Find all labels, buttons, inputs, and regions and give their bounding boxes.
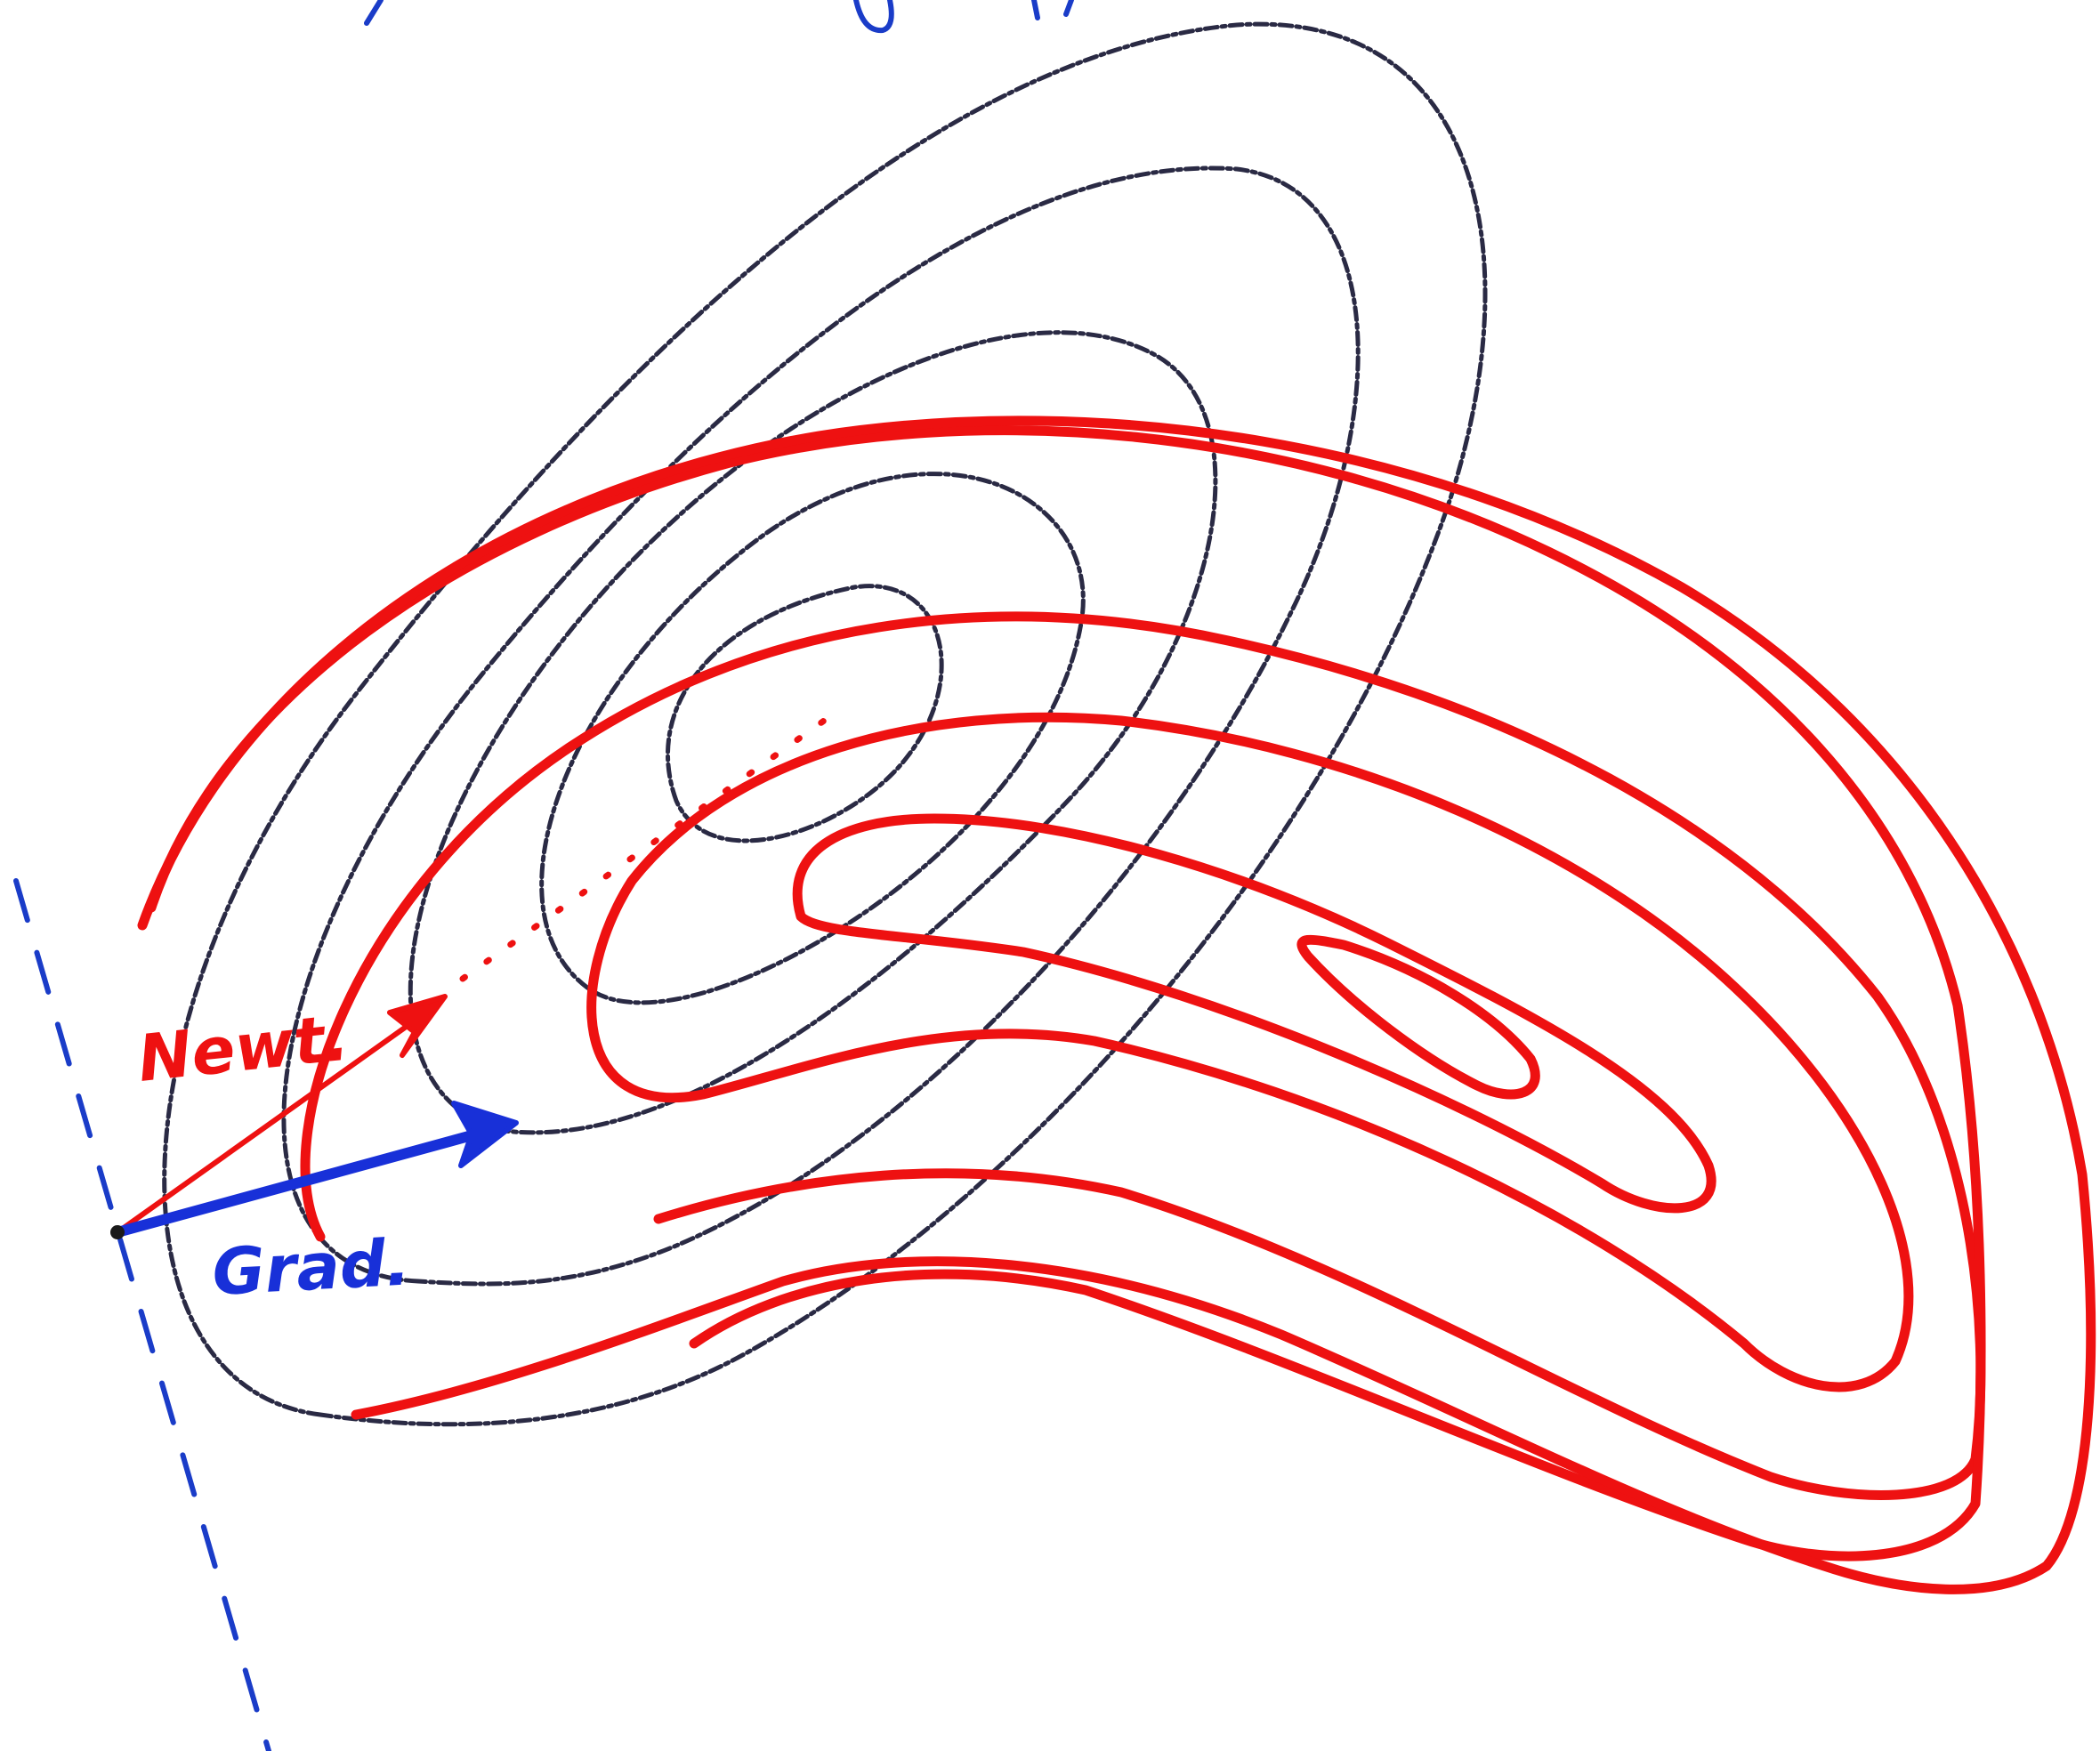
quadratic-model-contours (162, 21, 1488, 1427)
newton-arrow-head (387, 994, 448, 1058)
gradient-arrow-head (451, 1101, 519, 1168)
newton-arrow-shaft (115, 1003, 439, 1235)
top-fragment-mark (364, 0, 384, 26)
true-contour-3 (586, 712, 1914, 1392)
gradient-label: Grad. (210, 1224, 411, 1310)
gradient-step (112, 1101, 519, 1238)
newton-step (115, 708, 840, 1235)
start-point (110, 1225, 125, 1239)
true-contour-6 (137, 416, 2096, 1594)
newton-dotted-continuation (459, 708, 840, 982)
true-function-contours (137, 416, 2096, 1594)
true-contour-2 (792, 813, 1716, 1214)
true-contour-1 (1296, 934, 1540, 1100)
top-fragment-mark (1031, 0, 1074, 20)
true-contour-5 (146, 425, 1986, 1561)
top-fragment-mark (853, 0, 894, 34)
gradient-arrow-shaft (112, 1126, 490, 1238)
tangent-line (13, 878, 271, 1751)
quadratic-contour-4 (281, 165, 1361, 1287)
quadratic-contour-3 (408, 330, 1218, 1135)
quadratic-contour-5 (162, 21, 1488, 1427)
true-contour-4 (300, 611, 1986, 1500)
quadratic-contour-1 (666, 584, 944, 843)
